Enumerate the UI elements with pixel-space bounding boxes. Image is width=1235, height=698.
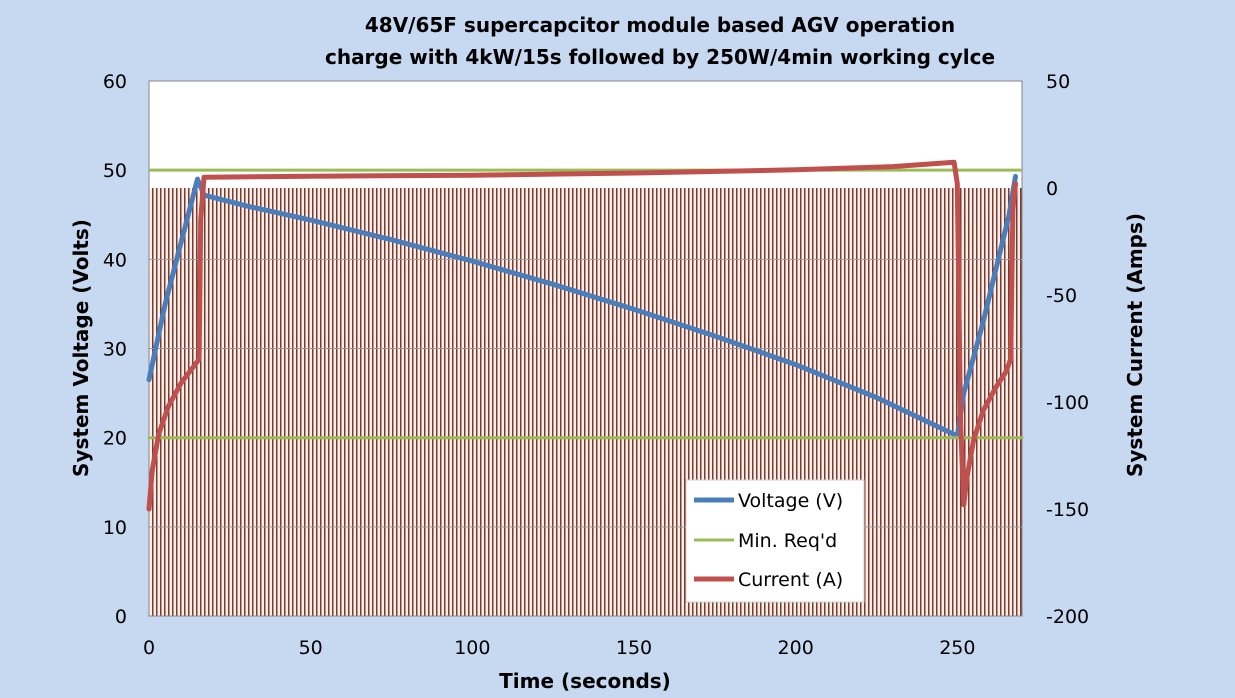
x-tick-label: 250 [939, 637, 975, 659]
x-axis: 0 50 100 150 200 250 [143, 637, 976, 659]
y2-tick-label: 50 [1046, 71, 1070, 93]
y2-tick-label: -150 [1046, 499, 1089, 521]
plot-border [148, 80, 1023, 617]
y-axis-title: System Voltage (Volts) [69, 219, 93, 477]
y-tick-label: 30 [103, 339, 127, 361]
y2-tick-label: -100 [1046, 392, 1089, 414]
x-tick-label: 200 [778, 637, 814, 659]
x-tick-label: 100 [454, 637, 490, 659]
y-axis-left: 0 10 20 30 40 50 60 [103, 71, 127, 628]
y-tick-label: 60 [103, 71, 127, 93]
legend-label-min-reqd: Min. Req'd [738, 530, 837, 552]
legend-label-current: Current (A) [738, 569, 843, 591]
y2-tick-label: -50 [1046, 285, 1077, 307]
y2-tick-label: 0 [1046, 178, 1058, 200]
legend: Voltage (V) Min. Req'd Current (A) [685, 479, 865, 603]
y-tick-label: 0 [115, 606, 127, 628]
chart-subtitle: charge with 4kW/15s followed by 250W/4mi… [325, 45, 995, 69]
y-tick-label: 50 [103, 160, 127, 182]
y-tick-label: 40 [103, 249, 127, 271]
y2-tick-label: -200 [1046, 606, 1089, 628]
chart-title: 48V/65F supercapcitor module based AGV o… [365, 13, 955, 37]
legend-label-voltage: Voltage (V) [738, 490, 843, 512]
y-tick-label: 20 [103, 428, 127, 450]
x-tick-label: 150 [616, 637, 652, 659]
series-layer [146, 159, 1024, 512]
series-line [146, 173, 1018, 439]
y2-axis-title: System Current (Amps) [1123, 213, 1147, 477]
y-axis-right: -200 -150 -100 -50 0 50 [1046, 71, 1089, 628]
x-tick-label: 50 [299, 637, 323, 659]
y-tick-label: 10 [103, 517, 127, 539]
x-tick-label: 0 [143, 637, 155, 659]
x-axis-title: Time (seconds) [499, 669, 671, 693]
series-line [146, 159, 1018, 512]
